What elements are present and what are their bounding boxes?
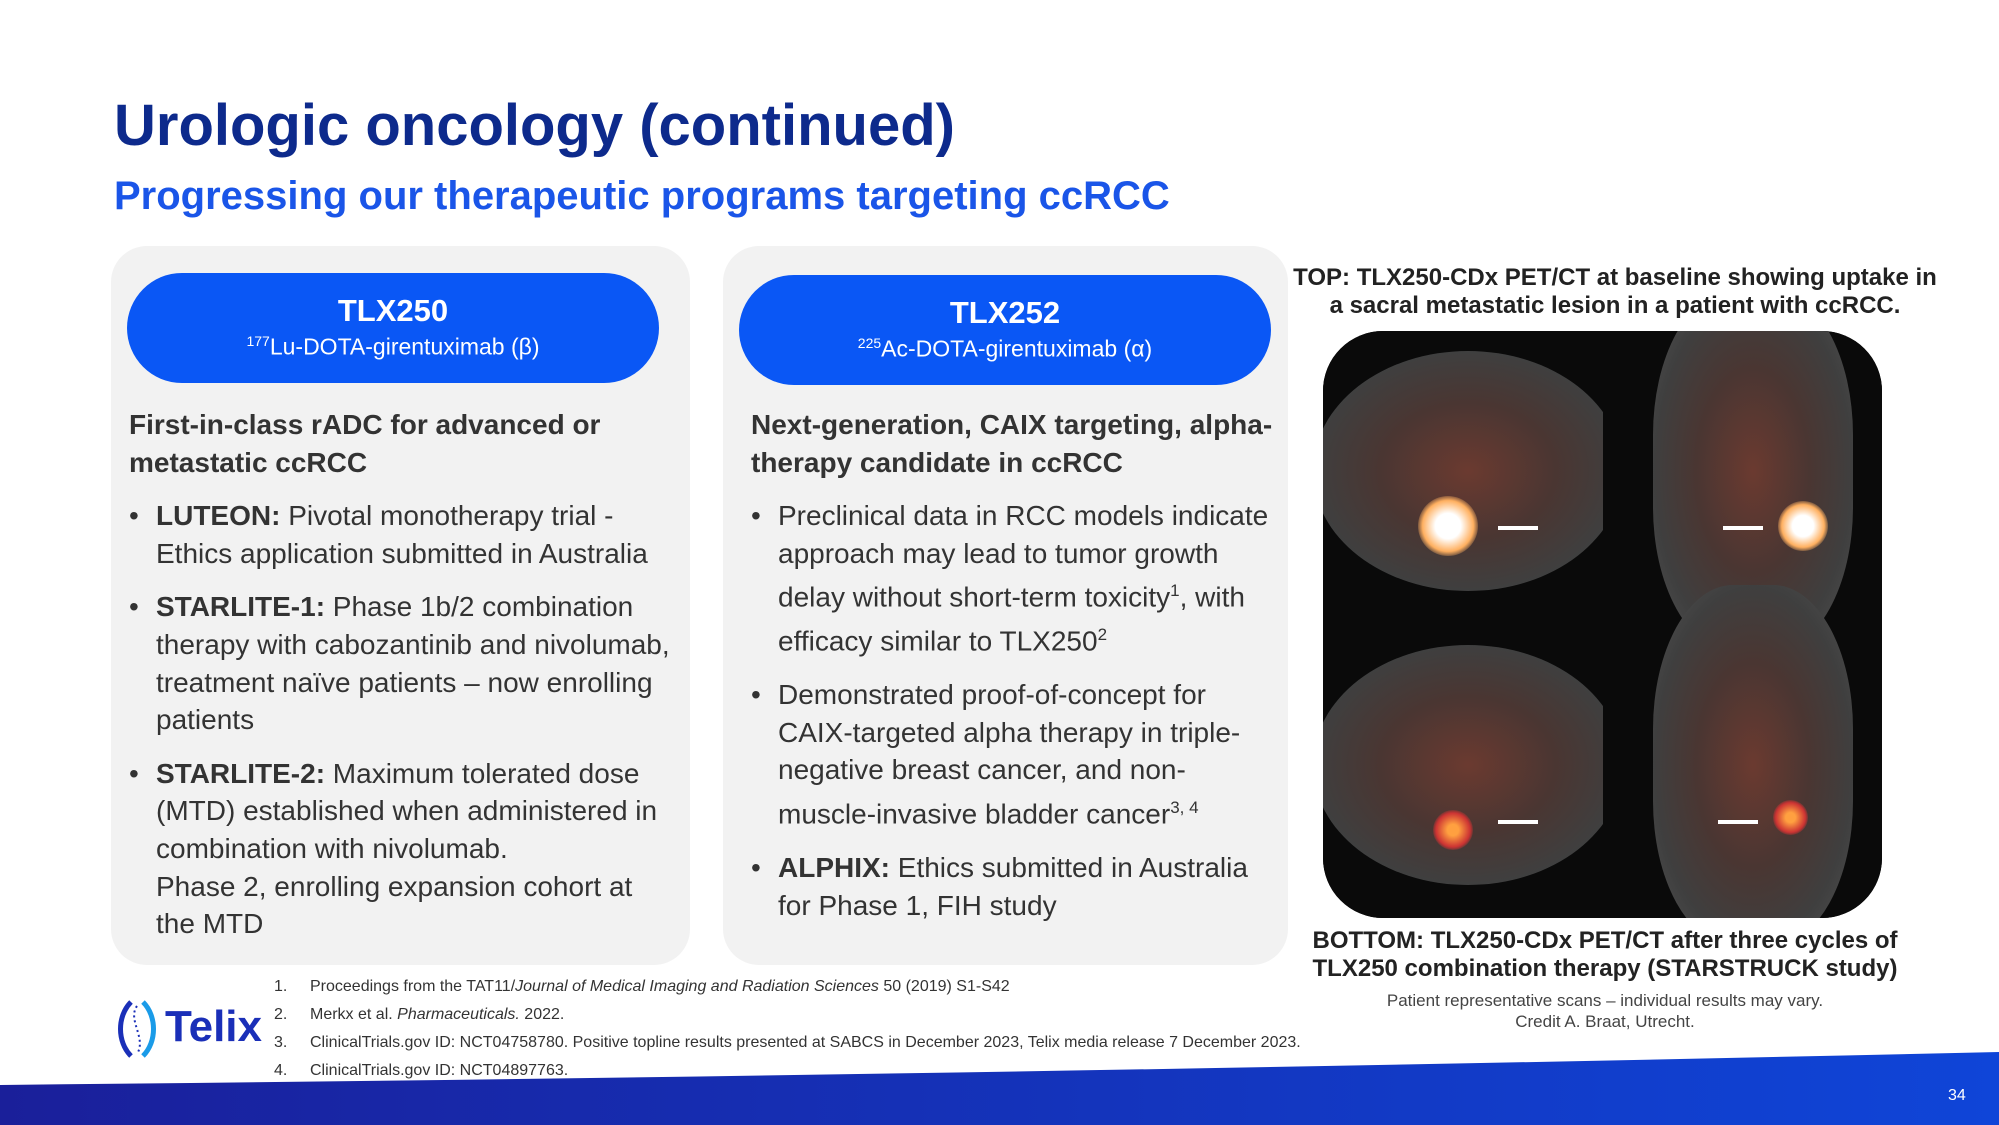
scan-disclaimer: Patient representative scans – individua… <box>1386 991 1824 1010</box>
bullet-item: STARLITE-2: Maximum tolerated dose (MTD)… <box>129 755 679 943</box>
page-number: 34 <box>1948 1087 1966 1104</box>
tlx252-body: Next-generation, CAIX targeting, alpha-t… <box>751 406 1281 940</box>
page-subtitle: Progressing our therapeutic programs tar… <box>114 174 1170 218</box>
bullet-item: Preclinical data in RCC models indicate … <box>751 497 1281 660</box>
bullet-item: LUTEON: Pivotal monotherapy trial - Ethi… <box>129 497 679 572</box>
top-caption: TOP: TLX250-CDx PET/CT at baseline showi… <box>1293 264 1937 319</box>
card-heading: Next-generation, CAIX targeting, alpha-t… <box>751 409 1273 478</box>
scan-credit: Credit A. Braat, Utrecht. <box>1515 1012 1695 1031</box>
footnote: 1. Proceedings from the TAT11/Journal of … <box>274 978 1010 995</box>
program-compound: 225Ac-DOTA-girentuximab (α) <box>857 335 1153 362</box>
program-name: TLX252 <box>949 295 1061 330</box>
logo-text: Telix <box>165 1002 263 1051</box>
program-name: TLX250 <box>337 293 449 328</box>
bullet-item: Demonstrated proof-of-concept for CAIX-t… <box>751 676 1281 833</box>
footer-band <box>0 1052 1999 1125</box>
bullet-item: STARLITE-1: Phase 1b/2 combination thera… <box>129 588 679 738</box>
page-title: Urologic oncology (continued) <box>114 93 955 158</box>
program-compound: 177Lu-DOTA-girentuximab (β) <box>246 333 540 360</box>
tlx250-body: First-in-class rADC for advanced or meta… <box>129 406 679 959</box>
tlx252-pill: TLX252 225Ac-DOTA-girentuximab (α) <box>739 275 1271 385</box>
footnote: 4. ClinicalTrials.gov ID: NCT04897763. <box>274 1062 569 1079</box>
bullet-item: ALPHIX: Ethics submitted in Australia fo… <box>751 849 1281 924</box>
card-heading: First-in-class rADC for advanced or meta… <box>129 409 601 478</box>
pet-ct-scan-image <box>1323 331 1882 918</box>
telix-logo: Telix <box>113 998 273 1060</box>
helix-icon <box>118 1000 156 1058</box>
bottom-caption: BOTTOM: TLX250-CDx PET/CT after three cy… <box>1312 927 1898 982</box>
tlx250-pill: TLX250 177Lu-DOTA-girentuximab (β) <box>127 273 659 383</box>
footnote: 2. Merkx et al. Pharmaceuticals. 2022. <box>274 1006 565 1023</box>
footnote: 3. ClinicalTrials.gov ID: NCT04758780. Po… <box>274 1034 1301 1051</box>
